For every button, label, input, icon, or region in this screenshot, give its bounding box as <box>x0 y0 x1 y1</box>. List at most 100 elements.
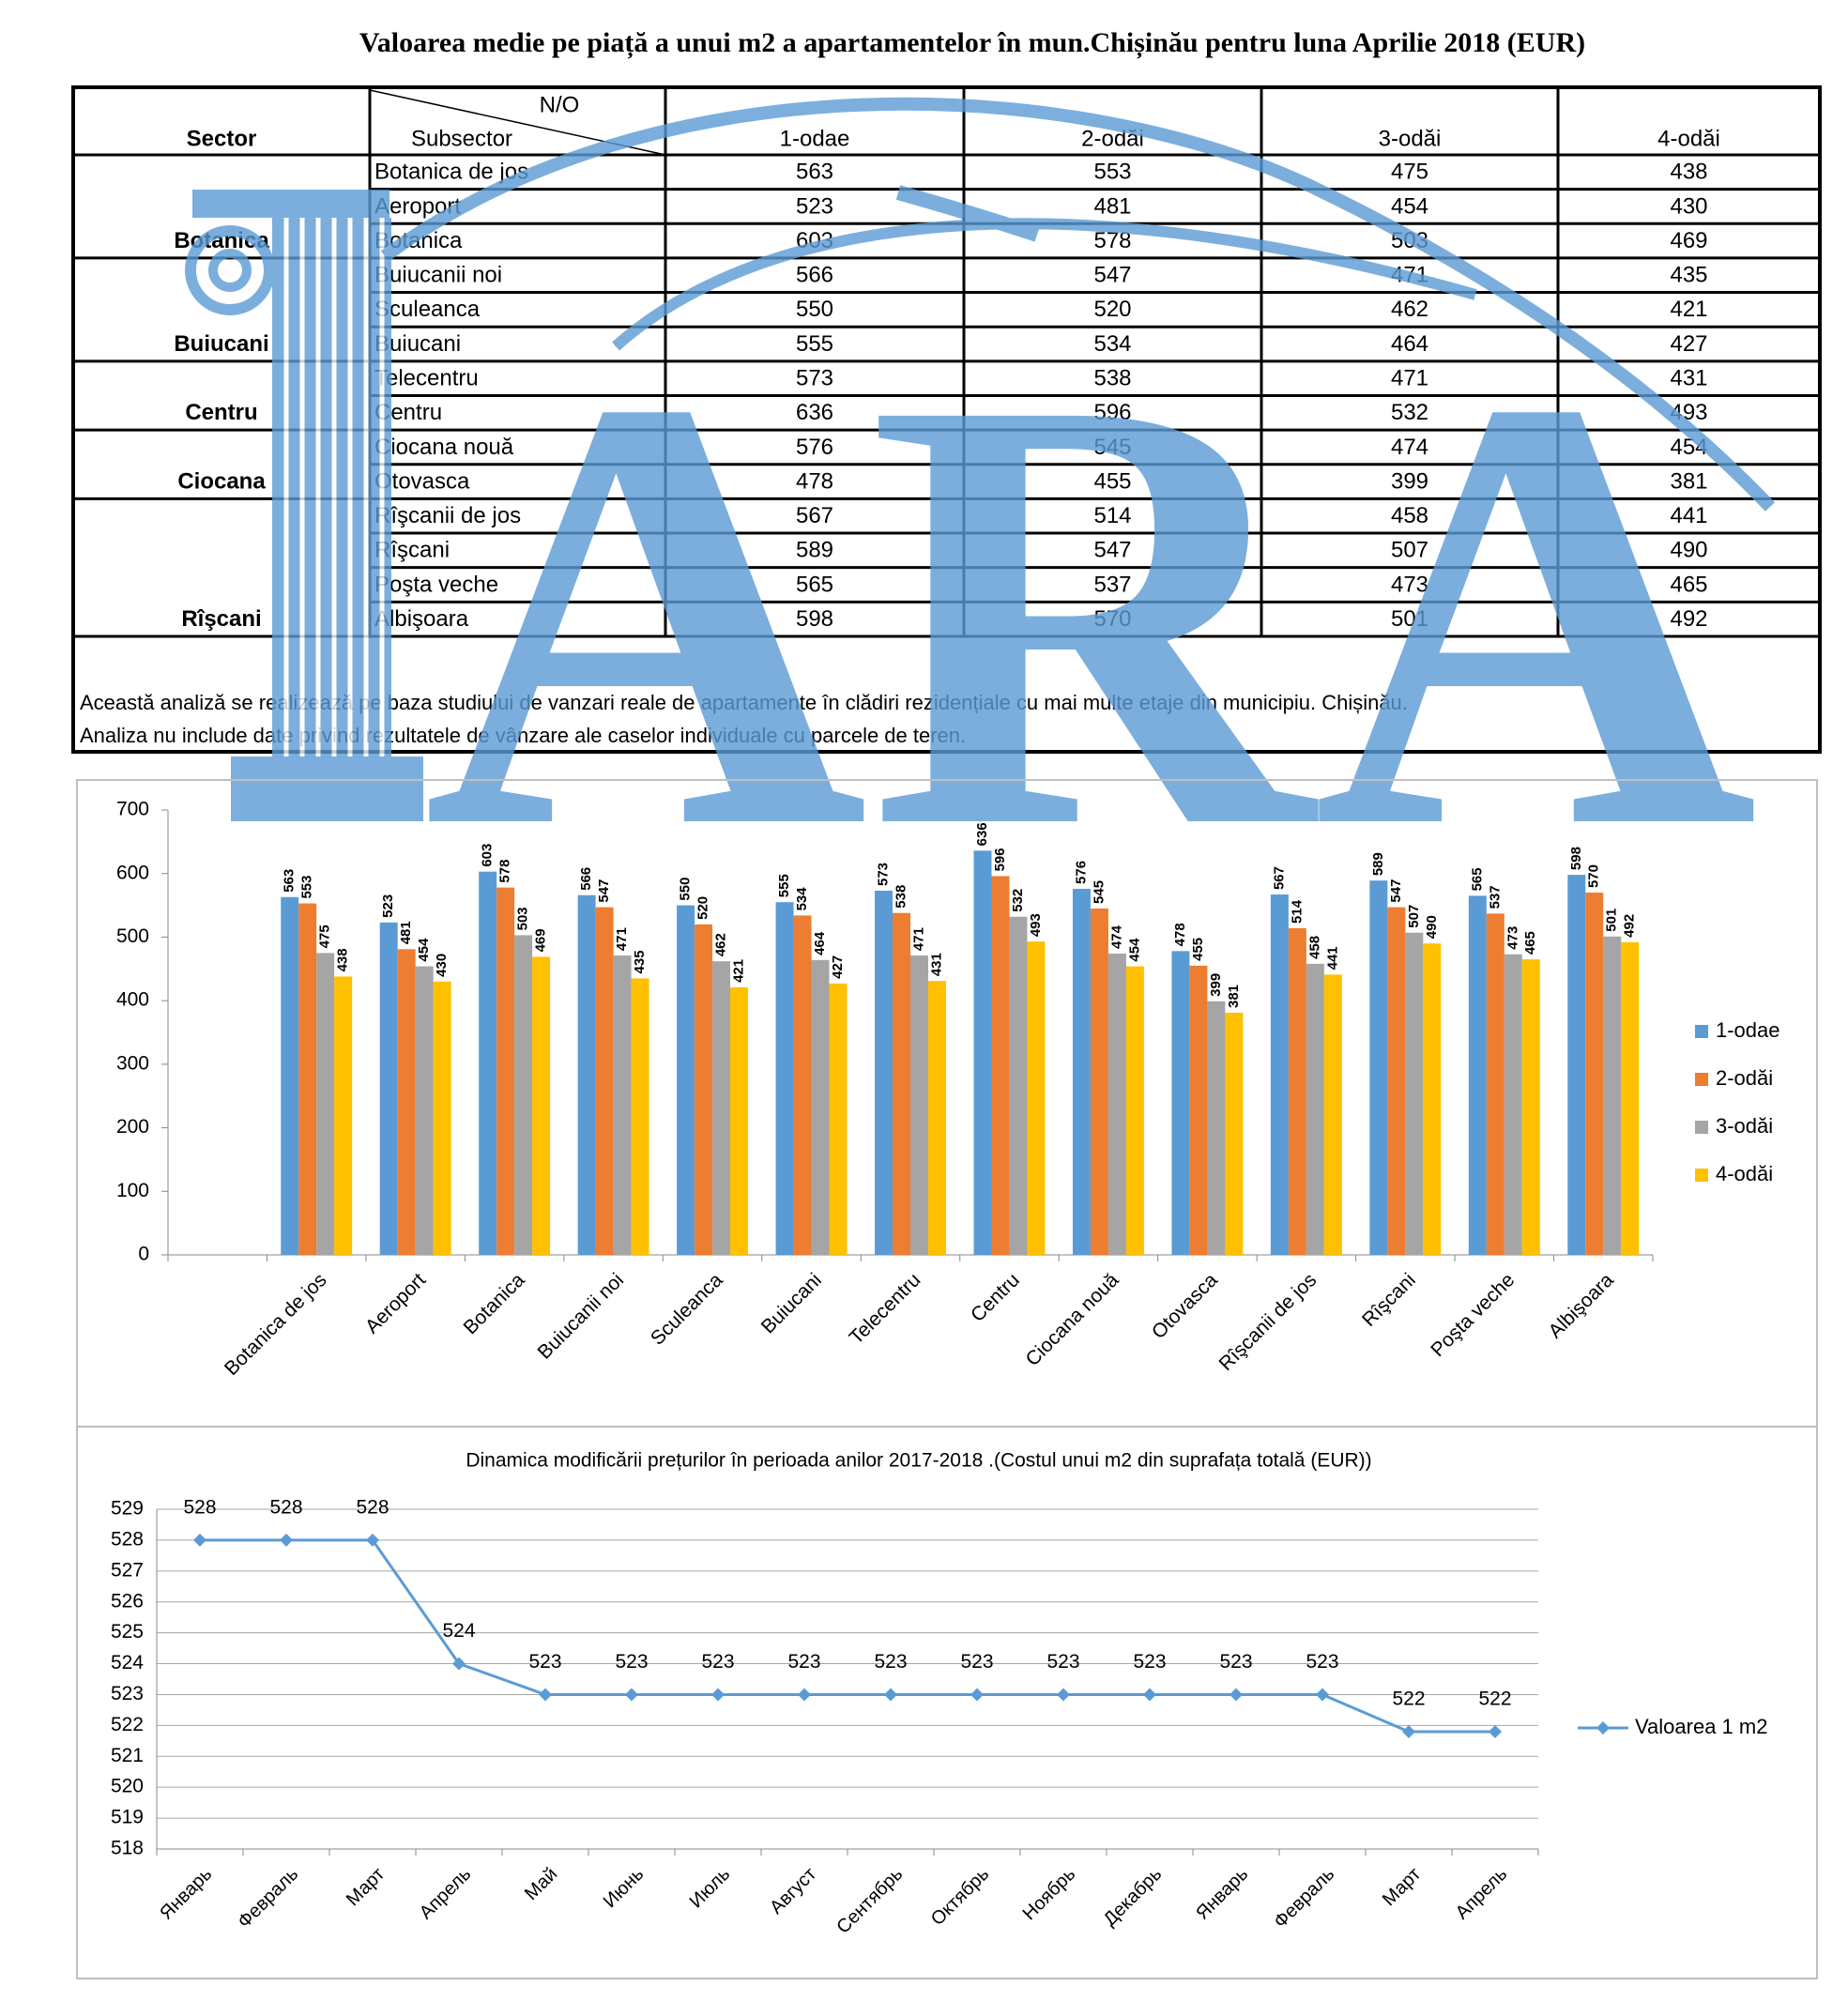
x-tick-label: Январь <box>1192 1864 1252 1924</box>
table-value: 462 <box>1391 297 1428 322</box>
value-label: 430 <box>434 954 450 977</box>
bar <box>730 986 749 1255</box>
y-tick-label: 523 <box>111 1683 144 1704</box>
table-value: 381 <box>1670 468 1707 494</box>
value-label: 550 <box>678 878 694 901</box>
table-value: 576 <box>796 435 833 460</box>
bar <box>479 871 497 1255</box>
table-value: 523 <box>796 193 833 219</box>
bar <box>514 935 533 1255</box>
point-marker <box>1402 1724 1415 1738</box>
bar <box>298 903 317 1255</box>
y-tick-label: 700 <box>116 799 149 820</box>
y-tick-label: 200 <box>116 1116 149 1138</box>
subsector-name: Sculeanca <box>374 297 481 322</box>
point-marker <box>970 1688 984 1702</box>
value-label: 523 <box>380 894 396 918</box>
x-tick-label: Март <box>343 1864 389 1910</box>
point-marker <box>711 1688 725 1702</box>
table-value: 596 <box>1093 400 1131 425</box>
value-label: 471 <box>910 927 926 951</box>
legend-label: 1-odae <box>1716 1018 1780 1042</box>
value-label: 555 <box>776 874 792 897</box>
y-tick-label: 522 <box>111 1714 144 1735</box>
point-marker <box>798 1688 811 1702</box>
x-tick-label: Апрель <box>416 1864 476 1924</box>
table-value: 474 <box>1391 435 1428 460</box>
table-value: 399 <box>1391 468 1428 494</box>
table-value: 478 <box>796 468 833 494</box>
point-marker <box>452 1657 466 1671</box>
x-tick-label: Buiucani <box>757 1269 826 1337</box>
point-marker <box>366 1533 379 1547</box>
table-value: 490 <box>1670 538 1707 563</box>
x-tick-label: Rîşcani <box>1358 1269 1420 1331</box>
value-label: 438 <box>335 948 351 971</box>
value-label: 522 <box>1478 1688 1511 1709</box>
value-label: 469 <box>533 928 549 952</box>
bar <box>1468 895 1487 1255</box>
table-value: 566 <box>796 263 833 288</box>
bar <box>875 890 893 1255</box>
y-tick-label: 400 <box>116 989 149 1011</box>
bar <box>1585 893 1604 1255</box>
table-value: 465 <box>1670 572 1707 597</box>
x-tick-label: Май <box>521 1864 561 1904</box>
value-label: 538 <box>893 885 909 909</box>
table-value: 537 <box>1093 572 1131 597</box>
legend-swatch <box>1695 1025 1708 1038</box>
table-value: 501 <box>1391 606 1428 632</box>
table-value: 520 <box>1093 297 1131 322</box>
logo-text: ARA <box>423 269 1758 955</box>
bar <box>1072 888 1091 1255</box>
table-value: 492 <box>1670 606 1707 632</box>
value-label: 473 <box>1504 926 1520 950</box>
logo-swoosh <box>380 97 1776 512</box>
value-label: 545 <box>1091 880 1107 904</box>
bar <box>1125 966 1144 1255</box>
point-marker <box>1229 1688 1243 1702</box>
x-tick-label: Rîşcanii de jos <box>1214 1269 1321 1375</box>
value-label: 522 <box>1392 1688 1425 1709</box>
x-tick-label: Июнь <box>600 1864 649 1913</box>
bar <box>1387 907 1406 1255</box>
value-label: 471 <box>614 927 630 951</box>
x-tick-label: Sculeanca <box>647 1269 727 1350</box>
bar <box>334 976 353 1255</box>
bar <box>893 912 910 1255</box>
y-tick-label: 525 <box>111 1621 144 1643</box>
logo-volute-inner <box>208 249 252 292</box>
bar <box>793 915 812 1255</box>
bar <box>1521 959 1540 1255</box>
value-label: 490 <box>1424 915 1440 939</box>
value-label: 532 <box>1010 889 1026 912</box>
bar <box>811 959 830 1255</box>
value-label: 431 <box>928 953 944 976</box>
table-value: 550 <box>796 297 833 322</box>
bar <box>1306 963 1324 1255</box>
y-tick-label: 500 <box>116 925 149 947</box>
page-title: Valoarea medie pe piață a unui m2 a apar… <box>359 27 1585 59</box>
point-marker <box>1489 1724 1502 1738</box>
header-subsector: Subsector <box>411 126 512 151</box>
bar <box>1225 1013 1244 1255</box>
logo-capital <box>192 190 389 218</box>
value-label: 523 <box>528 1651 561 1673</box>
legend-label: Valoarea 1 m2 <box>1635 1715 1767 1738</box>
table-value: 514 <box>1093 503 1131 528</box>
table-value: 547 <box>1093 263 1131 288</box>
bar <box>677 905 695 1255</box>
value-label: 524 <box>442 1620 475 1642</box>
value-label: 598 <box>1568 847 1584 870</box>
value-label: 507 <box>1406 905 1422 928</box>
header-no: N/O <box>540 92 580 117</box>
value-label: 523 <box>1219 1651 1252 1673</box>
point-marker <box>884 1688 897 1702</box>
legend-label: 3-odăi <box>1716 1114 1773 1138</box>
value-label: 399 <box>1208 973 1224 997</box>
y-tick-label: 519 <box>111 1807 144 1828</box>
subsector-name: Rîşcanii de jos <box>374 503 521 528</box>
subsector-name: Buiucanii noi <box>374 263 502 288</box>
value-label: 520 <box>695 896 711 920</box>
